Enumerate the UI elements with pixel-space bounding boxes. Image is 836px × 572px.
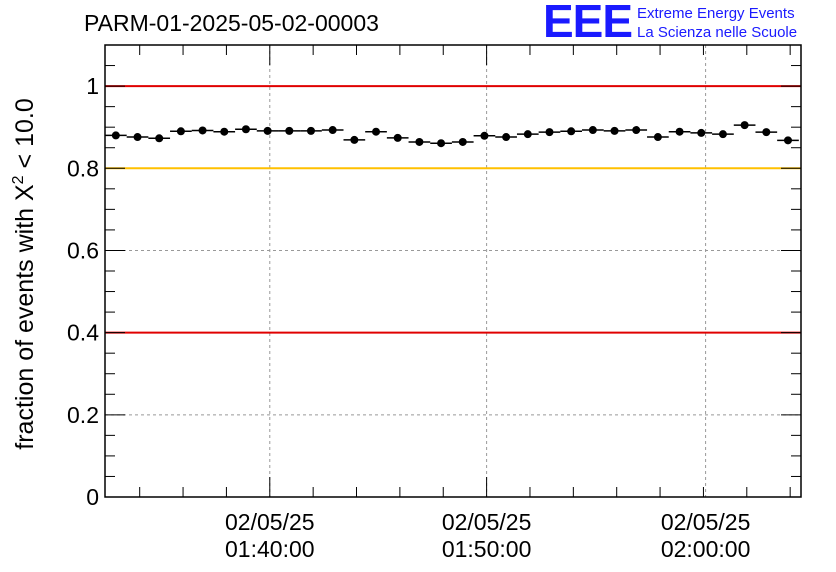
data-point: [545, 128, 554, 137]
y-axis-label-text: fraction of events with X: [11, 184, 39, 450]
data-point: [632, 126, 641, 135]
y-axis-label-suffix: < 10.0: [11, 98, 39, 175]
data-point: [155, 134, 164, 143]
y-axis-label-superscript: 2: [10, 175, 27, 184]
data-point: [176, 127, 185, 136]
plot-frame: [104, 44, 802, 498]
data-point: [263, 126, 272, 135]
x-tick-time-label: 02:00:00: [661, 536, 751, 562]
data-point: [241, 125, 250, 134]
x-tick-time-label: 01:50:00: [442, 536, 532, 562]
data-point: [480, 131, 489, 140]
eee-logo: EEE Extreme Energy Events La Scienza nel…: [543, 0, 833, 47]
data-point: [198, 126, 207, 135]
eee-logo-mark: EEE: [543, 0, 633, 47]
data-point: [610, 126, 619, 135]
data-point: [415, 137, 424, 146]
y-tick-label: 0.2: [67, 402, 99, 428]
data-point: [111, 131, 120, 140]
data-point: [718, 130, 727, 139]
eee-logo-text: Extreme Energy Events La Scienza nelle S…: [637, 4, 797, 42]
data-point: [567, 127, 576, 136]
data-point: [350, 135, 359, 144]
x-tick-time-label: 01:40:00: [225, 536, 315, 562]
y-tick-label: 0.8: [67, 155, 99, 181]
run-title: PARM-01-2025-05-02-00003: [84, 10, 379, 36]
y-tick-label: 1: [86, 73, 99, 99]
data-point: [783, 136, 792, 145]
data-point: [740, 121, 749, 130]
data-point: [523, 130, 532, 139]
data-point: [133, 133, 142, 142]
y-tick-label: 0.6: [67, 237, 99, 263]
x-tick-date-label: 02/05/25: [225, 509, 315, 535]
data-point: [372, 127, 381, 136]
data-point: [762, 128, 771, 137]
data-point: [675, 127, 684, 136]
data-point: [653, 133, 662, 142]
data-point: [306, 126, 315, 135]
logo-line-1: Extreme Energy Events: [637, 5, 795, 22]
y-tick-label: 0: [86, 484, 99, 510]
data-point: [328, 126, 337, 135]
y-tick-label: 0.4: [67, 320, 99, 346]
data-point: [458, 137, 467, 146]
data-point: [437, 139, 446, 148]
y-axis-label: fraction of events with X2 < 10.0: [10, 98, 39, 449]
data-point: [697, 128, 706, 137]
logo-line-2: La Scienza nelle Scuole: [637, 24, 798, 41]
x-tick-date-label: 02/05/25: [442, 509, 532, 535]
data-point: [220, 127, 229, 136]
data-point: [393, 133, 402, 142]
data-point: [285, 126, 294, 135]
data-point: [588, 126, 597, 135]
x-tick-date-label: 02/05/25: [661, 509, 751, 535]
data-point: [502, 133, 511, 142]
